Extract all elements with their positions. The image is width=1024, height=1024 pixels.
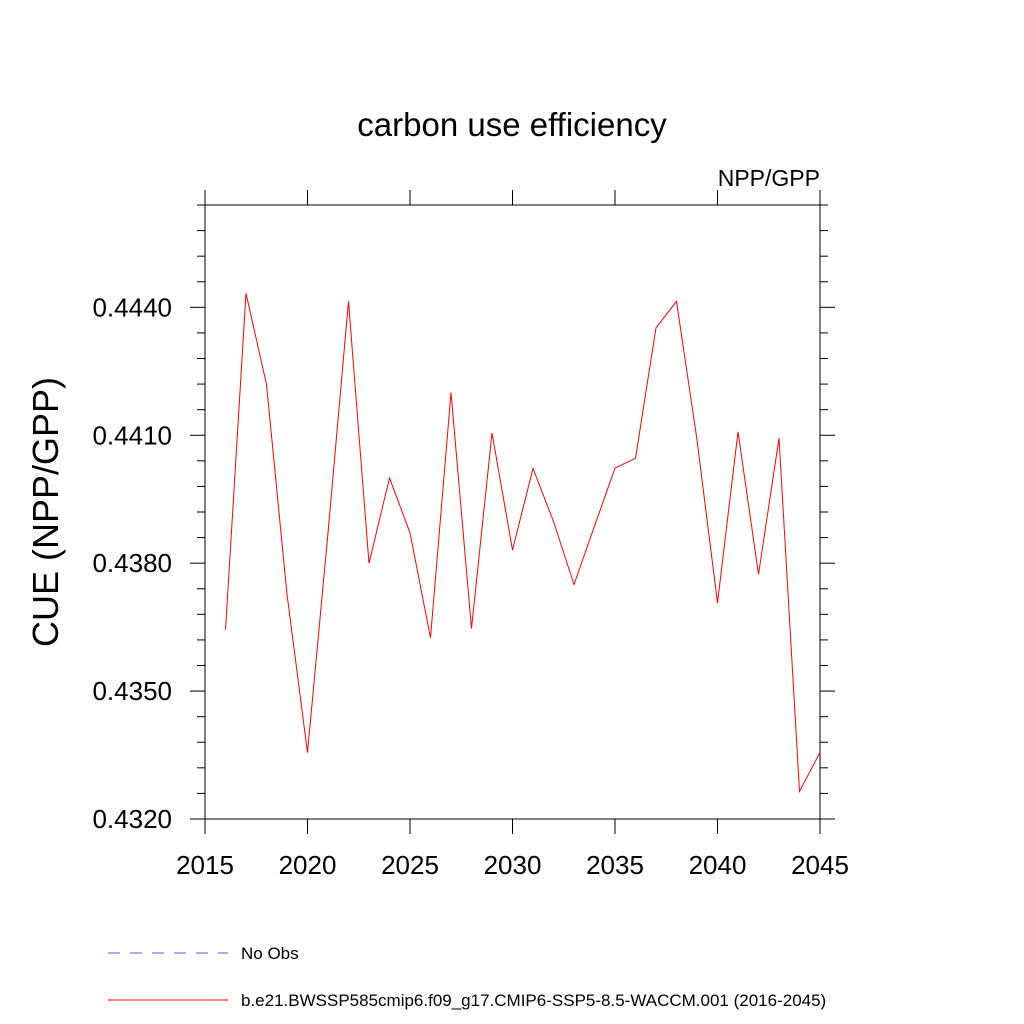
y-tick-label: 0.4380 — [92, 548, 172, 578]
y-axis-label: CUE (NPP/GPP) — [25, 377, 66, 647]
plot-frame — [204, 204, 821, 820]
x-tick-label: 2035 — [586, 850, 644, 880]
x-tick-label: 2045 — [791, 850, 849, 880]
y-tick-label: 0.4350 — [92, 676, 172, 706]
chart-subtitle: NPP/GPP — [718, 165, 820, 191]
series-line — [225, 293, 821, 794]
x-tick-label: 2040 — [689, 850, 747, 880]
x-tick-label: 2015 — [176, 850, 234, 880]
legend-label: No Obs — [241, 944, 299, 963]
axis-ticks: 2015 2020 2025 2030 2035 2040 2045 0.4320 0.4350… — [92, 190, 849, 880]
x-tick-label: 2030 — [484, 850, 542, 880]
plot-area — [204, 204, 821, 820]
x-tick-label: 2020 — [279, 850, 337, 880]
x-tick-label: 2025 — [381, 850, 439, 880]
legend: No Obs b.e21.BWSSP585cmip6.f09_g17.CMIP6-… — [108, 944, 826, 1010]
y-tick-label: 0.4320 — [92, 804, 172, 834]
y-tick-label: 0.4440 — [92, 292, 172, 322]
legend-label: b.e21.BWSSP585cmip6.f09_g17.CMIP6-SSP5-8… — [241, 991, 826, 1010]
chart-title: carbon use efficiency — [357, 106, 667, 143]
y-tick-label: 0.4410 — [92, 420, 172, 450]
